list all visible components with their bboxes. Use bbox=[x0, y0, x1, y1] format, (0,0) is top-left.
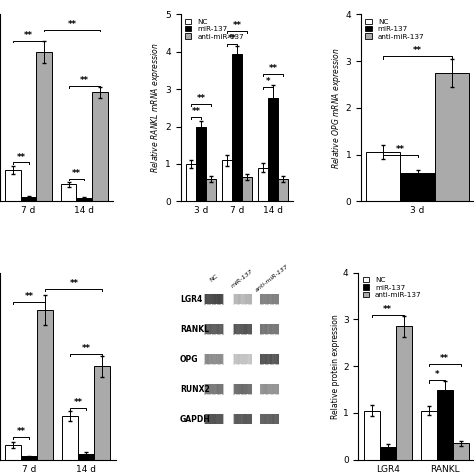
Text: *: * bbox=[266, 77, 270, 86]
Bar bbox=[234, 294, 252, 304]
Text: RUNX2: RUNX2 bbox=[180, 384, 210, 393]
Bar bbox=[260, 384, 279, 394]
Bar bbox=[260, 414, 279, 424]
Bar bbox=[5, 170, 21, 201]
Text: RANKL: RANKL bbox=[180, 325, 209, 334]
Bar bbox=[62, 416, 78, 460]
Bar bbox=[92, 92, 108, 201]
Text: miR-137: miR-137 bbox=[231, 268, 255, 288]
Y-axis label: Relative protein expression: Relative protein expression bbox=[331, 314, 340, 419]
Legend: NC, miR-137, anti-miR-137: NC, miR-137, anti-miR-137 bbox=[184, 18, 245, 40]
Bar bbox=[401, 173, 435, 201]
Bar bbox=[205, 414, 223, 424]
Bar bbox=[234, 324, 252, 334]
Text: **: ** bbox=[228, 35, 237, 44]
Text: **: ** bbox=[396, 145, 405, 154]
Bar bbox=[205, 324, 223, 334]
Text: **: ** bbox=[191, 108, 201, 117]
Bar bbox=[366, 152, 401, 201]
Text: **: ** bbox=[25, 292, 34, 301]
Text: **: ** bbox=[69, 279, 78, 288]
Bar bbox=[37, 310, 54, 460]
Bar bbox=[186, 164, 196, 201]
Text: **: ** bbox=[80, 76, 89, 85]
Bar bbox=[206, 179, 216, 201]
Text: **: ** bbox=[72, 169, 81, 178]
Bar bbox=[5, 445, 21, 460]
Bar bbox=[21, 197, 36, 201]
Bar bbox=[260, 324, 279, 334]
Text: **: ** bbox=[233, 21, 241, 30]
Text: **: ** bbox=[68, 20, 77, 29]
Bar bbox=[420, 410, 437, 460]
Bar bbox=[232, 54, 242, 201]
Text: **: ** bbox=[16, 153, 25, 162]
Bar bbox=[260, 354, 279, 365]
Bar bbox=[242, 177, 252, 201]
Bar bbox=[234, 414, 252, 424]
Text: OPG: OPG bbox=[180, 355, 198, 364]
Bar bbox=[205, 354, 223, 365]
Text: **: ** bbox=[74, 398, 83, 407]
Bar bbox=[21, 456, 37, 460]
Text: anti-miR-137: anti-miR-137 bbox=[254, 264, 289, 293]
Text: **: ** bbox=[383, 305, 392, 314]
Legend: NC, miR-137, anti-miR-137: NC, miR-137, anti-miR-137 bbox=[362, 276, 422, 299]
Text: **: ** bbox=[269, 64, 278, 73]
Bar bbox=[258, 168, 268, 201]
Text: GAPDH: GAPDH bbox=[180, 415, 210, 424]
Bar bbox=[205, 384, 223, 394]
Bar bbox=[234, 384, 252, 394]
Text: NC: NC bbox=[209, 273, 219, 283]
Text: **: ** bbox=[24, 31, 33, 40]
Bar bbox=[268, 99, 278, 201]
Bar bbox=[222, 160, 232, 201]
Text: **: ** bbox=[82, 344, 91, 353]
Text: **: ** bbox=[196, 94, 205, 103]
Bar bbox=[380, 447, 396, 460]
Bar bbox=[435, 73, 469, 201]
Bar bbox=[260, 294, 279, 304]
Bar bbox=[61, 184, 76, 201]
Text: **: ** bbox=[413, 46, 422, 55]
Bar bbox=[36, 52, 52, 201]
Text: **: ** bbox=[17, 427, 26, 436]
Bar bbox=[364, 410, 380, 460]
Bar bbox=[278, 179, 288, 201]
Text: *: * bbox=[434, 370, 439, 379]
Bar bbox=[437, 390, 453, 460]
Bar bbox=[205, 294, 223, 304]
Bar bbox=[453, 443, 469, 460]
Bar bbox=[78, 454, 94, 460]
Text: **: ** bbox=[440, 354, 449, 363]
Bar bbox=[94, 366, 110, 460]
Text: LGR4: LGR4 bbox=[180, 295, 202, 304]
Legend: NC, miR-137, anti-miR-137: NC, miR-137, anti-miR-137 bbox=[365, 18, 425, 40]
Y-axis label: Relative $RANKL$ mRNA expression: Relative $RANKL$ mRNA expression bbox=[149, 43, 162, 173]
Y-axis label: Relative $OPG$ mRNA expression: Relative $OPG$ mRNA expression bbox=[330, 47, 343, 169]
Bar bbox=[234, 354, 252, 365]
Bar bbox=[76, 198, 92, 201]
Bar bbox=[396, 327, 412, 460]
Bar bbox=[196, 127, 206, 201]
